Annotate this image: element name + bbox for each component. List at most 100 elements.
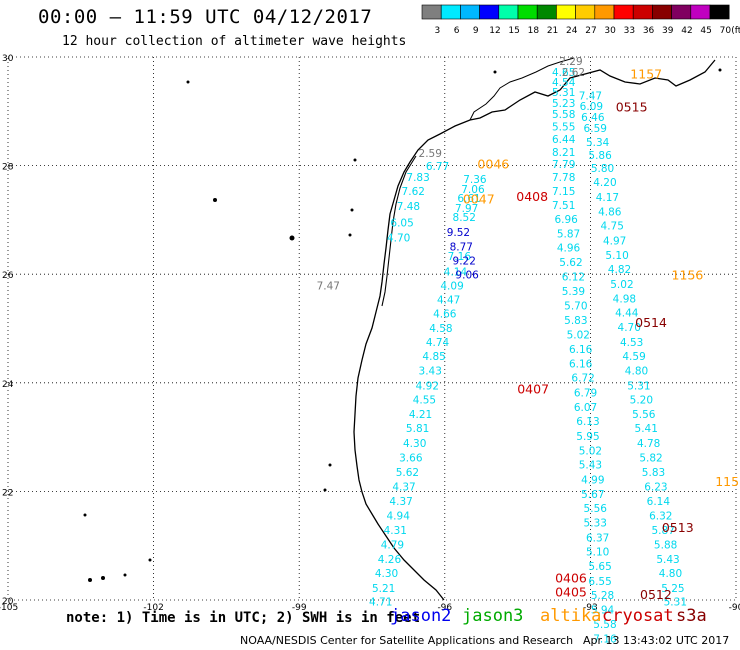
wave-height-value: 2.29 xyxy=(559,56,582,68)
wave-height-value: 4.92 xyxy=(416,380,439,392)
wave-height-value: 6.61 xyxy=(457,193,480,205)
legend-altika: altika xyxy=(540,606,602,626)
wave-height-value: 4.96 xyxy=(557,242,581,254)
latitude-tick-label: 20 xyxy=(2,597,14,607)
coastline xyxy=(353,59,716,601)
wave-height-value: 4.54 xyxy=(552,77,576,89)
wave-height-value: 7.97 xyxy=(455,203,478,215)
wave-height-value: 6.07 xyxy=(574,402,597,414)
wave-height-value: 4.71 xyxy=(369,596,392,608)
wave-height-value: 4.94 xyxy=(387,511,411,523)
wave-height-value: 7.48 xyxy=(397,201,420,213)
pass-time-label: 0407 xyxy=(517,382,549,397)
colorbar-label: 18 xyxy=(528,26,540,36)
wave-height-value: 4.53 xyxy=(620,337,643,349)
wave-height-value: 5.25 xyxy=(661,583,684,595)
wave-height-value: 5.02 xyxy=(610,279,633,291)
pass-time-label: 0405 xyxy=(555,585,587,600)
wave-height-tracks: 7.367.066.617.978.52 7.16 4.14 4.09 4.47 4.66… xyxy=(317,56,687,645)
wave-height-value: 4.47 xyxy=(437,295,460,307)
colorbar-label: 70 xyxy=(720,26,732,36)
wave-height-value: 4.75 xyxy=(601,221,624,233)
wave-height-value: 4.85 xyxy=(422,351,445,363)
longitude-ticks: -105 -102 -99 -96 -93 -90 xyxy=(0,603,740,613)
wave-height-value: 5.31 xyxy=(552,87,575,99)
wave-height-value: 7.78 xyxy=(552,172,575,184)
wave-height-value: 6.14 xyxy=(647,496,671,508)
wave-height-value: 4.70 xyxy=(387,233,410,245)
wave-height-value: 8.52 xyxy=(453,212,476,224)
graticule xyxy=(7,56,737,601)
wave-height-value: 4.21 xyxy=(409,409,432,421)
wave-height-value: 5.56 xyxy=(584,503,608,515)
wave-height-value: 9.06 xyxy=(455,270,479,282)
wave-height-value: 4.55 xyxy=(413,394,436,406)
wave-height-value: 4.14 xyxy=(444,266,468,278)
wave-height-value: 5.10 xyxy=(605,250,628,262)
wave-height-value: 5.67 xyxy=(581,489,604,501)
inner-coastline xyxy=(381,155,417,307)
longitude-tick-label: -102 xyxy=(143,603,163,613)
wave-height-value: 5.10 xyxy=(586,546,609,558)
wave-height-value: 5.02 xyxy=(567,329,590,341)
wave-height-value: 4.26 xyxy=(378,554,402,566)
wave-height-value: 4.65 xyxy=(552,67,575,79)
wave-height-value: 4.70 xyxy=(618,322,641,334)
wave-height-value: 5.95 xyxy=(576,431,599,443)
wave-height-value: 7.06 xyxy=(461,184,485,196)
wave-height-value: 9.22 xyxy=(453,255,476,267)
wave-height-value: 5.62 xyxy=(396,467,419,479)
pass-time-label: 1157 xyxy=(630,67,662,82)
wave-height-value: 8.77 xyxy=(450,241,473,253)
wave-height-value: 7.83 xyxy=(406,172,429,184)
wave-height-value: 6.16 xyxy=(569,344,593,356)
wave-height-value: 4.99 xyxy=(581,474,604,486)
footnote: note: 1) Time is in UTC; 2) SWH is in fe… xyxy=(66,610,421,626)
wave-height-value: 7.51 xyxy=(552,200,575,212)
wave-height-value: 4.30 xyxy=(403,438,426,450)
wave-height-value: 5.58 xyxy=(593,619,616,631)
wave-height-value: 4.37 xyxy=(389,496,412,508)
legend-jason3: jason3 xyxy=(462,606,524,626)
latitude-tick-label: 24 xyxy=(2,380,14,390)
wave-height-value: 7.47 xyxy=(317,280,340,292)
wave-height-value: 7.79 xyxy=(552,159,575,171)
pass-time-label: 0406 xyxy=(555,571,587,586)
longitude-tick-label: -105 xyxy=(0,603,18,613)
wave-height-value: 5.65 xyxy=(588,561,611,573)
wave-height-value: 5.94 xyxy=(591,605,615,617)
wave-height-value: 4.86 xyxy=(598,207,622,219)
pass-time-label: 0513 xyxy=(662,520,694,535)
wave-height-value: 5.31 xyxy=(664,596,687,608)
wave-height-value: 4.98 xyxy=(613,293,636,305)
pass-time-label: 0512 xyxy=(640,587,672,602)
wave-height-value: 5.43 xyxy=(579,460,602,472)
wave-height-value: 7.36 xyxy=(463,174,487,186)
wave-height-value: 3.43 xyxy=(419,366,442,378)
colorbar-label: 24 xyxy=(566,26,578,36)
legend-jason2: jason2 xyxy=(390,606,452,626)
wave-height-value: 8.21 xyxy=(552,147,575,159)
wave-height-value: 5.34 xyxy=(586,137,610,149)
wave-height-value: 4.44 xyxy=(615,308,639,320)
wave-height-value: 7.16 xyxy=(593,633,617,645)
wave-height-value: 6.05 xyxy=(390,217,413,229)
wave-height-value: 4.97 xyxy=(603,235,626,247)
wave-height-value: 4.58 xyxy=(429,323,452,335)
longitude-tick-label: -90 xyxy=(729,603,740,613)
longitude-tick-label: -96 xyxy=(437,603,452,613)
wave-height-value: 7.47 xyxy=(579,90,602,102)
wave-height-value: 9.52 xyxy=(447,227,470,239)
wave-height-value: 4.74 xyxy=(426,337,450,349)
colorbar-label: 30 xyxy=(604,26,616,36)
wave-height-value: 5.31 xyxy=(627,380,650,392)
wave-height-value: 4.31 xyxy=(384,525,407,537)
latitude-ticks: 30 28 26 24 22 20 xyxy=(2,54,14,607)
wave-height-value: 4.80 xyxy=(659,568,682,580)
wave-height-value: 5.81 xyxy=(406,423,429,435)
wave-height-value: 5.02 xyxy=(579,445,602,457)
pass-time-label: 1156 xyxy=(672,268,704,283)
wave-height-value: 3.66 xyxy=(399,453,423,465)
wave-height-value: 5.56 xyxy=(632,409,656,421)
